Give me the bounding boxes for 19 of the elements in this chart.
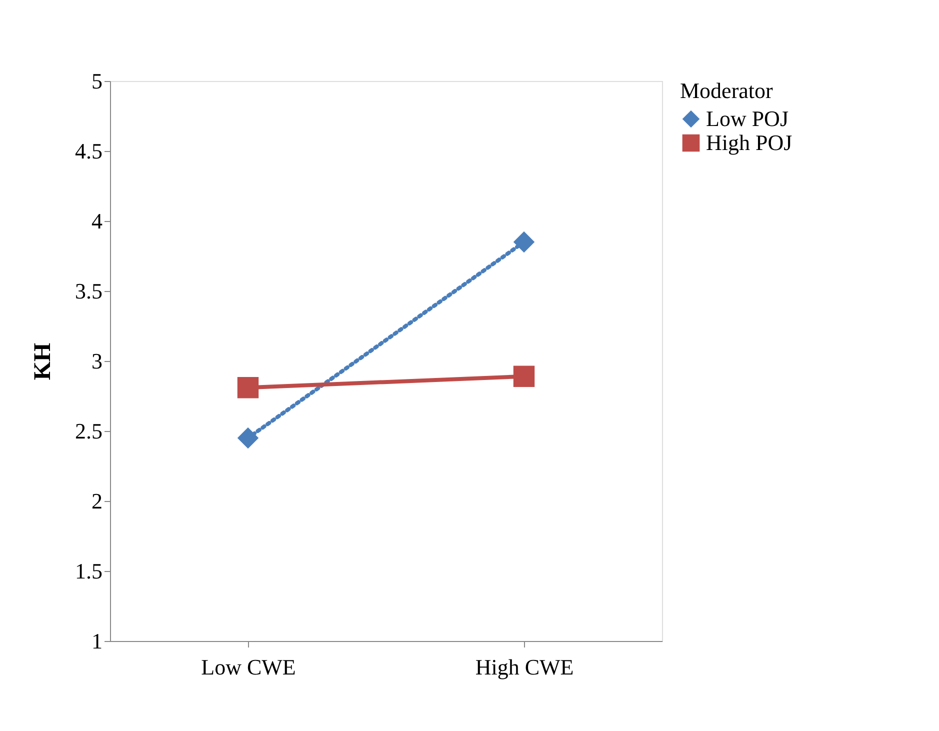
point	[237, 376, 259, 398]
x-tick-label: High CWE	[475, 654, 574, 680]
point	[513, 231, 535, 253]
point	[237, 427, 259, 449]
y-tick-label: 3.5	[75, 278, 102, 304]
y-tick-label: 2.5	[75, 418, 102, 444]
legend-label: High POJ	[706, 130, 793, 155]
y-axis-title: KH	[30, 342, 56, 380]
legend-title: Moderator	[680, 78, 774, 103]
y-tick-label: 4.5	[75, 138, 102, 164]
y-tick-label: 1	[92, 628, 102, 654]
y-tick-label: 1.5	[75, 558, 102, 584]
y-tick-label: 4	[92, 208, 102, 234]
x-tick-label: Low CWE	[201, 654, 296, 680]
legend-label: Low POJ	[706, 106, 789, 131]
point	[513, 366, 535, 388]
y-tick-label: 2	[92, 488, 102, 514]
y-tick-label: 5	[92, 68, 102, 94]
y-tick-label: 3	[92, 348, 102, 374]
